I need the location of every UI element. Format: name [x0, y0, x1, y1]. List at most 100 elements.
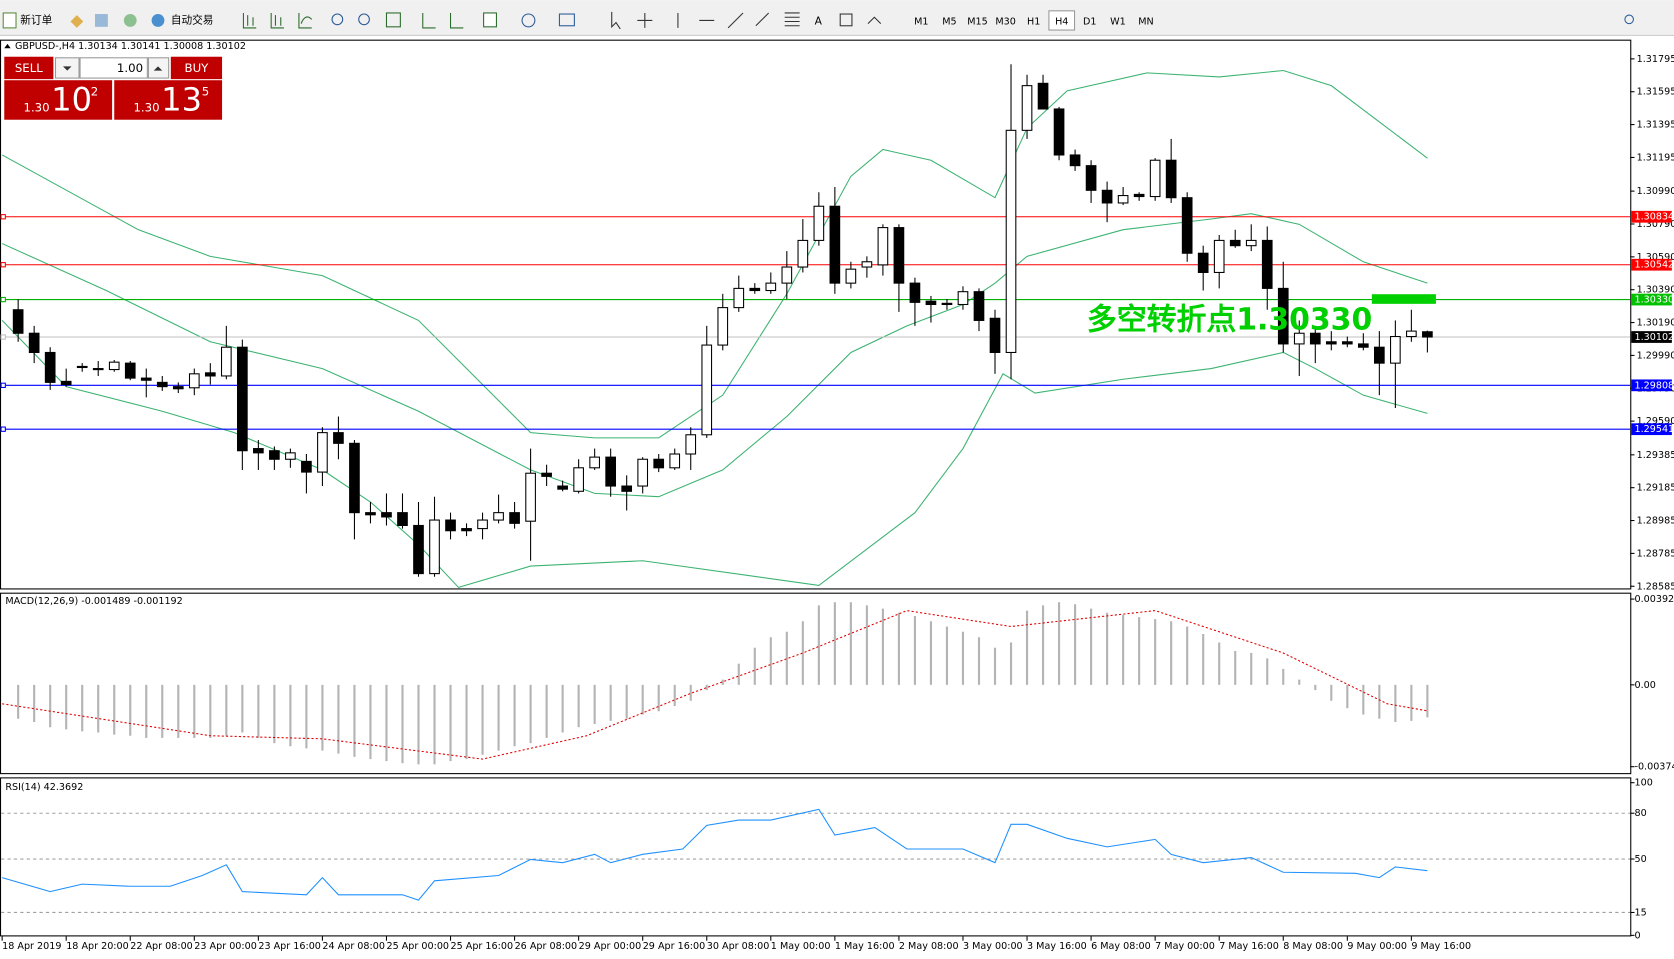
candle-body: [509, 512, 520, 524]
level-price-label: 1.29541: [1634, 424, 1674, 435]
level-price-box: [1631, 210, 1672, 223]
y-tick-label: 1.29590: [1637, 416, 1674, 427]
candle-body: [1037, 82, 1049, 110]
ask-main: 13: [161, 81, 202, 119]
icon-tile[interactable]: [385, 12, 401, 28]
y-tick-label: 1.28985: [1637, 516, 1674, 527]
icon-indicators[interactable]: [483, 12, 497, 28]
x-tick-label: 30 Apr 08:00: [707, 941, 770, 952]
y-tick-label: 1.31395: [1637, 120, 1674, 131]
rsi-panel: [0, 777, 1632, 937]
x-tick-label: 25 Apr 00:00: [386, 941, 449, 952]
candle-body: [237, 346, 248, 452]
candle-body: [989, 317, 1001, 353]
down-arrow: [62, 66, 72, 71]
timeframe-button[interactable]: M15: [967, 16, 988, 27]
icon[interactable]: [95, 14, 108, 27]
candle-body: [204, 372, 216, 377]
candle-body: [60, 380, 72, 386]
candle-body: [349, 442, 360, 514]
candle-body: [829, 205, 841, 284]
icon-new-order[interactable]: [2, 12, 17, 29]
icon-zoom-out[interactable]: [358, 13, 370, 26]
candle-body: [445, 519, 456, 532]
x-tick-label: 23 Apr 16:00: [258, 941, 321, 952]
x-tick-label: 7 May 16:00: [1219, 941, 1279, 952]
icon-auto-trade[interactable]: [151, 14, 165, 27]
candle-body: [541, 472, 552, 477]
sell-button[interactable]: [4, 56, 54, 80]
y-tick-label: 1.30590: [1637, 252, 1674, 263]
icon[interactable]: [123, 14, 137, 27]
icon-text-tool[interactable]: A: [815, 14, 823, 27]
candle-body: [220, 346, 232, 377]
timeframe-button[interactable]: H4: [1055, 16, 1068, 27]
new-order-button[interactable]: 新订单: [20, 13, 52, 26]
bollinger-band: [1, 69, 1428, 439]
ask-box[interactable]: [114, 80, 223, 120]
candle-body: [973, 291, 985, 321]
sell-label: SELL: [15, 61, 43, 75]
timeframe-button[interactable]: H1: [1027, 16, 1040, 27]
icon-search[interactable]: [1624, 14, 1634, 25]
candle-body: [1374, 346, 1385, 364]
timeframe-button[interactable]: D1: [1083, 16, 1097, 27]
x-tick-label: 3 May 00:00: [963, 941, 1023, 952]
candle-body: [893, 227, 905, 284]
x-tick-label: 9 May 16:00: [1411, 941, 1471, 952]
candle-body: [253, 448, 264, 454]
bid-box[interactable]: [4, 80, 113, 120]
candle-body: [941, 302, 953, 306]
icon-periods[interactable]: [521, 13, 536, 28]
icon-arrows[interactable]: [867, 16, 882, 25]
x-tick-label: 29 Apr 16:00: [643, 941, 706, 952]
icon-templates[interactable]: [558, 13, 575, 27]
candle-body: [124, 362, 136, 379]
auto-trade-button[interactable]: 自动交易: [171, 13, 214, 26]
candle-body: [573, 467, 584, 492]
buy-button[interactable]: [170, 56, 223, 80]
candle-body: [653, 458, 665, 469]
icon-chart-type[interactable]: [242, 12, 313, 29]
candle-body: [381, 512, 392, 518]
y-tick-label: 1.31795: [1637, 54, 1674, 65]
collapse-arrow[interactable]: [4, 43, 11, 49]
x-tick-label: 9 May 00:00: [1347, 941, 1407, 952]
candle-body: [1085, 165, 1097, 191]
bid-suffix: 2: [91, 84, 98, 98]
bid-prefix: 1.30: [23, 100, 49, 114]
x-tick-label: 18 Apr 20:00: [66, 941, 129, 952]
icon-label-tool[interactable]: [839, 13, 853, 27]
bid-main: 10: [51, 81, 92, 119]
candle-body: [1390, 335, 1401, 364]
y-tick-label: 1.28585: [1637, 581, 1674, 592]
bollinger-band: [1, 320, 1428, 589]
candle-body: [669, 453, 681, 469]
y-tick-label: 1.30790: [1637, 219, 1674, 230]
icon-scroll[interactable]: [422, 12, 464, 29]
annotation: 多空转折点1.30330: [1087, 302, 1372, 337]
candle-body: [269, 450, 280, 460]
y-tick-label: 0: [1634, 930, 1640, 941]
lots-input[interactable]: [79, 57, 148, 79]
candle-body: [140, 377, 152, 381]
timeframe-button[interactable]: MN: [1138, 16, 1153, 27]
ask-suffix: 5: [202, 84, 209, 98]
timeframe-button[interactable]: M5: [942, 16, 956, 27]
timeframe-button[interactable]: W1: [1110, 16, 1126, 27]
axes: 1.317951.315951.313951.311951.309901.307…: [0, 54, 1674, 952]
icon-drawing-tools[interactable]: [611, 11, 800, 30]
lots-value: 1.00: [117, 61, 143, 75]
candle-body: [429, 519, 440, 575]
x-tick-label: 23 Apr 00:00: [194, 941, 257, 952]
icon-zoom-in[interactable]: [331, 13, 344, 26]
candle-body: [717, 307, 729, 346]
y-tick-label: 1.28785: [1637, 548, 1674, 559]
x-tick-label: 1 May 16:00: [835, 941, 895, 952]
candle-body: [589, 456, 600, 469]
x-tick-label: 1 May 00:00: [771, 941, 831, 952]
timeframe-button[interactable]: M30: [995, 16, 1016, 27]
timeframe-button[interactable]: M1: [914, 16, 928, 27]
